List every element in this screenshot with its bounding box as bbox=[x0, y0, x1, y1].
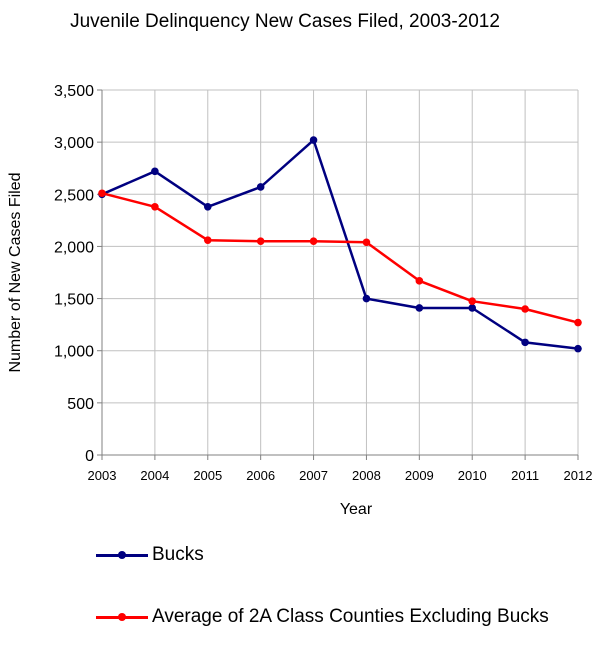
y-tick-label: 1,000 bbox=[54, 344, 94, 361]
data-point bbox=[574, 318, 582, 327]
x-tick-label: 2003 bbox=[88, 468, 117, 483]
data-point bbox=[362, 294, 371, 303]
data-point bbox=[362, 238, 371, 247]
x-tick-label: 2009 bbox=[405, 468, 434, 483]
y-tick-label: 3,000 bbox=[54, 135, 94, 152]
data-point bbox=[468, 304, 477, 312]
data-point bbox=[151, 167, 159, 176]
x-axis-label: Year bbox=[340, 501, 373, 518]
y-tick-label: 2,000 bbox=[54, 239, 94, 256]
data-point bbox=[256, 183, 265, 191]
series-line bbox=[101, 138, 579, 350]
chart-title: Juvenile Delinquency New Cases Filed, 20… bbox=[70, 11, 500, 32]
data-point bbox=[98, 189, 106, 198]
legend-label: Bucks bbox=[152, 544, 204, 565]
x-tick-label: 2006 bbox=[246, 468, 275, 483]
x-tick-label: 2004 bbox=[140, 468, 169, 483]
data-point bbox=[521, 338, 529, 347]
legend-swatch-marker bbox=[118, 551, 126, 559]
x-tick-label: 2012 bbox=[564, 468, 593, 483]
y-tick-label: 2,500 bbox=[54, 187, 94, 204]
data-point bbox=[203, 236, 212, 244]
x-tick-label: 2010 bbox=[458, 468, 487, 483]
data-point bbox=[203, 203, 212, 211]
data-point bbox=[309, 136, 318, 144]
y-axis-label: Number of New Cases Filed bbox=[7, 172, 24, 372]
data-point bbox=[151, 203, 159, 211]
line-chart: 0 500 1,000 1,500 2,000 2,500 3,000 3,500 2003 20… bbox=[7, 83, 593, 518]
y-tick-label: 500 bbox=[67, 396, 94, 413]
data-point bbox=[415, 277, 424, 285]
legend-label: Average of 2A Class Counties Excluding B… bbox=[152, 606, 549, 627]
legend-swatch bbox=[96, 611, 148, 623]
data-point bbox=[521, 305, 529, 313]
data-point bbox=[256, 237, 265, 246]
y-tick-label: 0 bbox=[85, 448, 94, 465]
x-tick-label: 2011 bbox=[511, 468, 539, 483]
data-point bbox=[468, 297, 477, 305]
data-point bbox=[574, 344, 582, 353]
series-line bbox=[101, 191, 579, 324]
x-tick-label: 2005 bbox=[193, 468, 222, 483]
data-point bbox=[415, 304, 424, 312]
y-tick-label: 3,500 bbox=[54, 83, 94, 100]
data-point bbox=[309, 237, 318, 246]
x-tick-label: 2007 bbox=[299, 468, 328, 483]
x-tick-label: 2008 bbox=[352, 468, 381, 483]
legend-swatch-marker bbox=[118, 613, 126, 621]
y-tick-label: 1,500 bbox=[54, 292, 94, 309]
legend-swatch bbox=[96, 549, 148, 561]
